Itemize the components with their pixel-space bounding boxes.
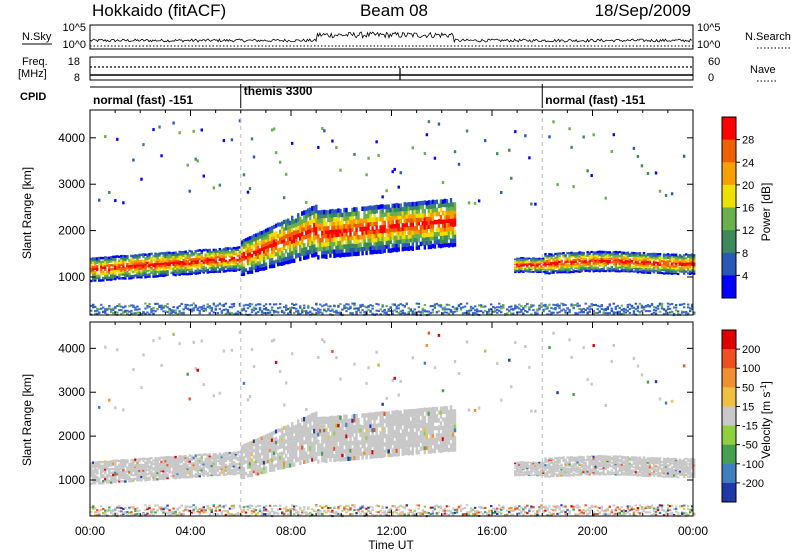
- x-tick-label: 20:00: [577, 524, 607, 538]
- y-tick-label: 3000: [58, 385, 85, 399]
- velocity-colorbar: 200 100 50 15 -15 -50 -100 -200: [721, 329, 764, 503]
- colorbar-swatch: [722, 139, 736, 163]
- colorbar-tick-label: -50: [742, 440, 758, 452]
- velocity-heatmap: [90, 322, 696, 518]
- colorbar-tick-label: -200: [742, 478, 764, 490]
- y-tick-label: 2000: [58, 429, 85, 443]
- freq-tick-bottom: 8: [74, 72, 80, 84]
- colorbar-tick-label: 15: [742, 401, 754, 413]
- colorbar-tick-label: 16: [742, 203, 754, 215]
- colorbar-tick-label: 4: [742, 270, 748, 282]
- nave-label: Nave: [750, 64, 776, 76]
- colorbar-tick-label: 24: [742, 157, 754, 169]
- colorbar-swatch: [722, 406, 736, 427]
- freq-label-line2: [MHz]: [18, 68, 47, 80]
- colorbar-swatch: [722, 230, 736, 254]
- colorbar-swatch: [722, 162, 736, 186]
- x-tick-label: 04:00: [175, 524, 205, 538]
- y-tick-label: 4000: [58, 341, 85, 355]
- velocity-ylabel: Slant Range [km]: [20, 374, 34, 466]
- nsearch-label: N.Search: [745, 31, 791, 43]
- cpid-segment-label: normal (fast) -151: [93, 93, 193, 107]
- colorbar-swatch: [722, 330, 736, 350]
- colorbar-tick-label: 20: [742, 180, 754, 192]
- colorbar-swatch: [722, 275, 736, 299]
- colorbar-swatch: [722, 117, 736, 141]
- nsearch-tick-bottom: 10^0: [697, 39, 721, 51]
- y-tick-label: 3000: [58, 177, 85, 191]
- y-tick-label: 2000: [58, 224, 85, 238]
- velocity-panel: Slant Range [km] 1000 2000 3000 4000 200 100…: [20, 321, 773, 518]
- freq-panel: Freq. [MHz] 18 8 Nave 60 0: [18, 56, 778, 84]
- power-ylabel: Slant Range [km]: [20, 167, 34, 259]
- nsearch-tick-top: 10^5: [697, 22, 721, 34]
- nsky-trace: [89, 31, 693, 47]
- power-heatmap: [90, 110, 696, 317]
- colorbar-tick-label: 28: [742, 135, 754, 147]
- nave-tick-bottom: 0: [708, 72, 714, 84]
- colorbar-swatch: [722, 207, 736, 231]
- nave-tick-top: 60: [708, 56, 720, 68]
- colorbar-tick-label: 200: [742, 344, 760, 356]
- colorbar-tick-label: 12: [742, 225, 754, 237]
- colorbar-swatch: [722, 252, 736, 276]
- colorbar-swatch: [722, 425, 736, 446]
- colorbar-swatch: [722, 184, 736, 208]
- colorbar-swatch: [722, 444, 736, 465]
- cpid-segment-label: themis 3300: [244, 84, 313, 98]
- y-tick-label: 1000: [58, 473, 85, 487]
- beam-title: Beam 08: [360, 1, 428, 20]
- colorbar-swatch: [722, 463, 736, 484]
- x-tick-label: 08:00: [276, 524, 306, 538]
- colorbar-tick-label: 100: [742, 363, 760, 375]
- freq-tick-top: 18: [68, 56, 80, 68]
- x-tick-label: 12:00: [376, 524, 406, 538]
- colorbar-tick-label: -100: [742, 459, 764, 471]
- x-tick-label: 00:00: [75, 524, 105, 538]
- colorbar-tick-label: 50: [742, 382, 754, 394]
- power-colorbar: 4 8 12 16 20 24 28: [721, 116, 754, 299]
- power-colorbar-label: Power [dB]: [759, 183, 773, 242]
- colorbar-tick-label: 8: [742, 248, 748, 260]
- cpid-bar: CPID normal (fast) -151 themis 3300 normal…: [20, 84, 693, 108]
- colorbar-swatch: [722, 482, 736, 503]
- velocity-colorbar-label: Velocity [m s-1]: [759, 381, 773, 459]
- colorbar-swatch: [722, 387, 736, 407]
- date-title: 18/Sep/2009: [595, 1, 691, 20]
- nsky-panel: N.Sky 10^5 10^0 N.Search 10^5 10^0: [22, 22, 791, 51]
- nsky-line: [89, 31, 693, 44]
- cpid-label: CPID: [20, 91, 46, 103]
- nsky-label: N.Sky: [22, 31, 52, 43]
- power-panel: Slant Range [km] 1000 2000 3000 4000 4 8 12 16…: [20, 109, 773, 317]
- nsky-tick-top: 10^5: [62, 22, 86, 34]
- x-axis-title: Time UT: [368, 538, 414, 552]
- freq-label-line1: Freq.: [22, 56, 48, 68]
- y-tick-label: 1000: [58, 270, 85, 284]
- station-title: Hokkaido (fitACF): [92, 1, 226, 20]
- x-tick-label: 16:00: [477, 524, 507, 538]
- x-tick-label: 00:00: [678, 524, 708, 538]
- y-tick-label: 4000: [58, 131, 85, 145]
- colorbar-tick-label: -15: [742, 421, 758, 433]
- nsky-tick-bottom: 10^0: [62, 39, 86, 51]
- cpid-segment-label: normal (fast) -151: [545, 93, 645, 107]
- colorbar-swatch: [722, 368, 736, 388]
- colorbar-swatch: [722, 349, 736, 369]
